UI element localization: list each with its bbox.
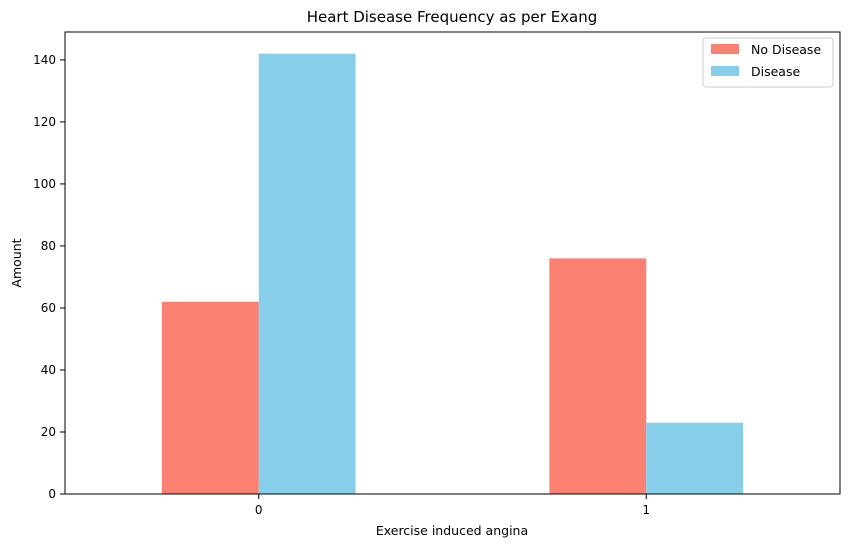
y-tick-label: 60 xyxy=(41,301,56,315)
legend: No Disease Disease xyxy=(702,37,834,88)
y-tick-label: 140 xyxy=(33,53,56,67)
y-axis-ticks: 0 20 40 60 80 100 120 140 xyxy=(33,53,65,501)
legend-label-disease: Disease xyxy=(751,64,800,79)
legend-label-no-disease: No Disease xyxy=(751,42,821,57)
legend-swatch-disease xyxy=(711,66,739,76)
y-tick-label: 100 xyxy=(33,177,56,191)
y-tick-label: 120 xyxy=(33,115,56,129)
y-tick-label: 80 xyxy=(41,239,56,253)
bar-no-disease-1 xyxy=(549,258,647,494)
legend-swatch-no-disease xyxy=(711,44,739,54)
chart-title: Heart Disease Frequency as per Exang xyxy=(307,8,598,26)
y-tick-label: 20 xyxy=(41,425,56,439)
x-tick-label: 0 xyxy=(255,503,263,517)
y-tick-label: 0 xyxy=(48,487,56,501)
y-tick-label: 40 xyxy=(41,363,56,377)
bars-group xyxy=(161,53,744,494)
bar-disease-0 xyxy=(258,53,356,494)
x-tick-label: 1 xyxy=(642,503,650,517)
plot-frame xyxy=(64,31,841,495)
x-axis-label: Exercise induced angina xyxy=(376,523,528,538)
y-axis-label: Amount xyxy=(9,238,24,287)
bar-disease-1 xyxy=(646,422,744,494)
bar-no-disease-0 xyxy=(161,301,259,494)
